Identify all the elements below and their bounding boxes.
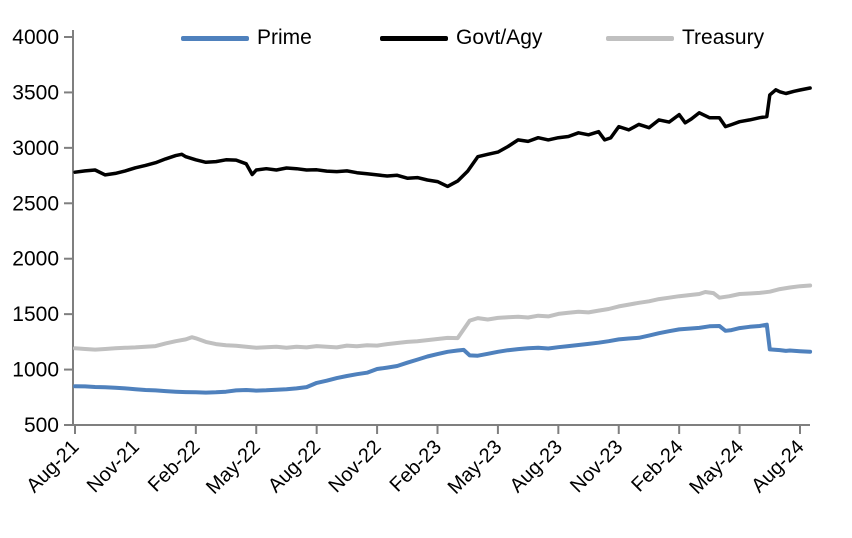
series-line-govt-agy — [73, 86, 812, 189]
legend-item-treasury: Treasury — [606, 26, 764, 50]
legend-item-prime: Prime — [181, 26, 312, 50]
y-tick-label: 4000 — [12, 26, 59, 49]
chart-legend: Prime Govt/Agy Treasury — [0, 26, 852, 50]
x-tick-label: Nov-22 — [324, 436, 385, 497]
x-tick-label: Aug-21 — [22, 436, 83, 497]
treasury-line-swatch — [606, 35, 674, 41]
govt-agy-line-swatch — [380, 35, 448, 41]
legend-item-govt-agy: Govt/Agy — [380, 26, 542, 50]
y-tick-label: 1500 — [12, 303, 59, 326]
x-tick-label: Aug-23 — [506, 436, 567, 497]
y-tick-label: 500 — [24, 414, 59, 437]
legend-label-treasury: Treasury — [682, 26, 765, 49]
x-tick-label: May-23 — [444, 436, 507, 499]
y-tick-label: 3000 — [12, 137, 59, 160]
x-tick-label: Aug-22 — [264, 436, 325, 497]
x-tick-label: Nov-21 — [83, 436, 144, 497]
x-tick-label: Aug-24 — [747, 436, 808, 497]
x-tick-label: Feb-24 — [627, 436, 687, 496]
x-tick-label: Feb-23 — [386, 436, 446, 496]
x-tick-label: Nov-23 — [566, 436, 627, 497]
y-tick-label: 2000 — [12, 248, 59, 271]
y-tick-label: 3500 — [12, 81, 59, 104]
y-tick-label: 1000 — [12, 359, 59, 382]
x-tick-label: May-24 — [685, 436, 748, 499]
prime-line-swatch — [181, 35, 249, 41]
legend-label-govt-agy: Govt/Agy — [456, 26, 543, 49]
legend-label-prime: Prime — [257, 26, 312, 49]
series-line-treasury — [73, 283, 813, 352]
series-line-prime — [73, 322, 813, 395]
y-tick-label: 2500 — [12, 192, 59, 215]
x-tick-label: Feb-22 — [144, 436, 204, 496]
x-tick-label: May-22 — [202, 436, 265, 499]
